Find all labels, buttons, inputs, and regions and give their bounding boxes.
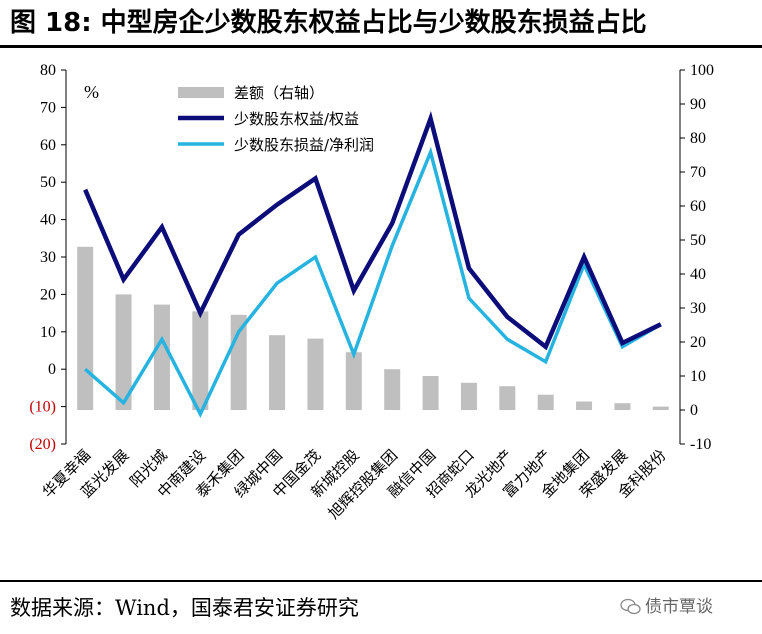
legend-swatch-bar [178, 87, 224, 98]
right-tick-label: -10 [690, 436, 711, 453]
bar-diff [153, 304, 170, 410]
bar-diff [115, 294, 132, 410]
left-tick-label: 30 [40, 249, 56, 266]
left-tick-label: (20) [29, 436, 56, 453]
line-profit-ratio [84, 146, 662, 419]
unit-label: % [84, 82, 99, 102]
left-tick-label: 70 [40, 99, 56, 116]
right-tick-label: 80 [690, 130, 706, 147]
bar-diff [652, 406, 669, 410]
right-tick-label: 20 [690, 334, 706, 351]
bar-diff [384, 369, 401, 410]
right-tick-label: 0 [690, 402, 698, 419]
bar-diff [499, 386, 516, 410]
bar-diff [307, 338, 324, 410]
left-tick-label: (10) [29, 399, 56, 416]
bar-diff [345, 352, 362, 410]
legend-label: 少数股东损益/净利润 [234, 136, 374, 154]
wechat-icon [620, 598, 642, 616]
bar-diff [422, 376, 439, 410]
figure-title: 图 18: 中型房企少数股东权益占比与少数股东损益占比 [10, 8, 647, 38]
right-tick-label: 60 [690, 198, 706, 215]
bar-diff [614, 403, 631, 410]
left-tick-label: 80 [40, 62, 56, 79]
bar-diff [77, 246, 94, 410]
right-tick-label: 100 [690, 62, 714, 79]
right-tick-label: 10 [690, 368, 706, 385]
watermark: 债市覃谈 [620, 592, 713, 617]
legend-label: 少数股东权益/权益 [234, 110, 359, 128]
right-tick-label: 50 [690, 232, 706, 249]
left-tick-label: 40 [40, 212, 56, 229]
footer-rule [0, 580, 762, 582]
bar-diff [192, 311, 209, 410]
line-equity-ratio [83, 111, 662, 351]
legend-label: 差额（右轴） [234, 84, 324, 102]
chart: (20) (10) 0 10 20 30 40 50 60 70 80 -10 0 10 20 30 40 50 6… [29, 62, 714, 522]
bar-diff [460, 382, 477, 410]
bar-diff [576, 401, 593, 410]
right-tick-label: 40 [690, 266, 706, 283]
left-tick-label: 10 [40, 324, 56, 341]
watermark-text: 债市覃谈 [645, 597, 713, 617]
left-tick-label: 50 [40, 174, 56, 191]
title-bar: 图 18: 中型房企少数股东权益占比与少数股东损益占比 [0, 0, 762, 44]
right-tick-label: 70 [690, 164, 706, 181]
left-tick-label: 60 [40, 137, 56, 154]
bar-diff [537, 394, 554, 410]
bar-diff [269, 335, 286, 410]
left-tick-label: 0 [48, 361, 56, 378]
right-tick-label: 30 [690, 300, 706, 317]
right-tick-label: 90 [690, 96, 706, 113]
source-note: 数据来源：Wind，国泰君安证券研究 [10, 596, 359, 620]
left-tick-label: 20 [40, 286, 56, 303]
title-rule [0, 45, 762, 48]
